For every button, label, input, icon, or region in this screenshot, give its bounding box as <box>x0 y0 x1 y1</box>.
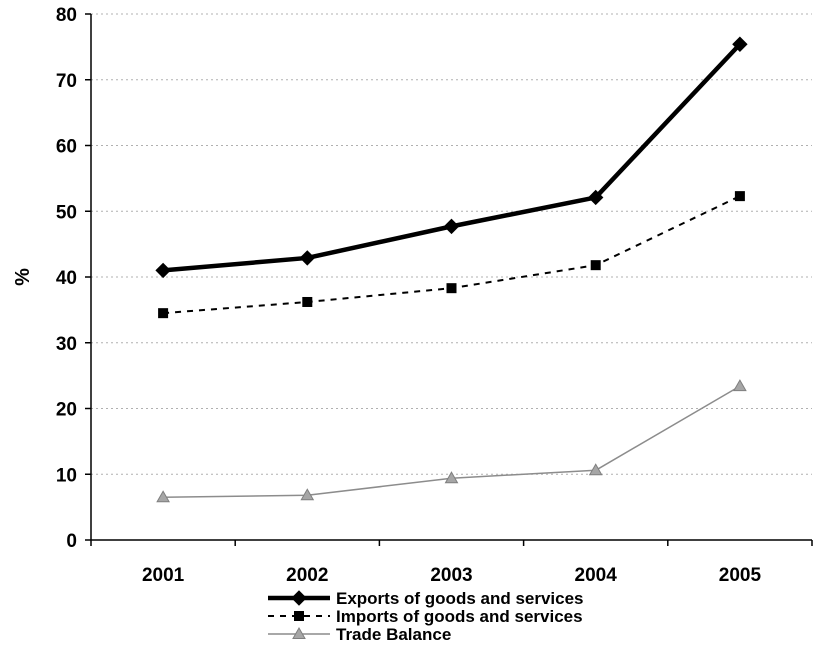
data-point-square <box>158 308 169 319</box>
x-tick-label: 2004 <box>575 565 618 586</box>
data-point-square <box>302 296 313 307</box>
data-point-triangle <box>444 471 459 484</box>
x-tick-label: 2001 <box>142 565 185 586</box>
data-point-square <box>734 191 745 202</box>
y-tick-label: 0 <box>66 531 77 552</box>
y-tick-label: 50 <box>56 202 77 223</box>
series-diamond <box>155 36 748 279</box>
data-point-diamond <box>443 218 460 235</box>
series-line <box>163 195 741 315</box>
series-triangle <box>156 379 747 503</box>
series <box>155 36 748 503</box>
legend-item: Imports of goods and services <box>268 607 583 626</box>
data-point-diamond <box>732 36 748 52</box>
y-tick-label: 20 <box>56 400 77 421</box>
legend-marker-square <box>294 611 304 621</box>
legend-label: Exports of goods and services <box>336 589 584 608</box>
legend-label: Trade Balance <box>336 625 451 644</box>
series-square <box>158 191 745 319</box>
legend-marker-diamond <box>291 590 307 606</box>
legend-item: Trade Balance <box>268 625 451 644</box>
data-point-diamond <box>587 189 604 206</box>
y-tick-label: 30 <box>56 334 77 355</box>
series-line <box>162 42 742 273</box>
data-point-triangle <box>733 379 747 392</box>
y-tick-label: 10 <box>56 465 77 486</box>
y-tick-label: 80 <box>56 5 77 26</box>
data-point-diamond <box>155 262 171 279</box>
data-point-diamond <box>299 250 316 266</box>
y-axis-title: % <box>12 268 34 286</box>
y-tick-label: 40 <box>56 268 77 289</box>
y-tick-labels: 0 10 20 30 40 50 60 70 80 <box>56 5 77 552</box>
data-point-square <box>590 260 601 271</box>
data-point-square <box>446 283 457 294</box>
y-tick-label: 70 <box>56 71 77 92</box>
x-tick-label: 2002 <box>286 565 328 586</box>
legend-label: Imports of goods and services <box>336 607 583 626</box>
x-tick-label: 2005 <box>719 565 762 586</box>
data-point-triangle <box>300 488 315 501</box>
x-tick-labels: 2001 2002 2003 2004 2005 <box>142 565 762 586</box>
x-tick-label: 2003 <box>430 565 472 586</box>
data-point-triangle <box>588 463 603 476</box>
gridlines <box>91 13 812 475</box>
y-tick-label: 60 <box>56 137 77 158</box>
legend-item: Exports of goods and services <box>268 589 584 608</box>
legend-marker-triangle <box>292 626 306 639</box>
axes <box>85 13 813 546</box>
data-point-triangle <box>156 490 170 503</box>
